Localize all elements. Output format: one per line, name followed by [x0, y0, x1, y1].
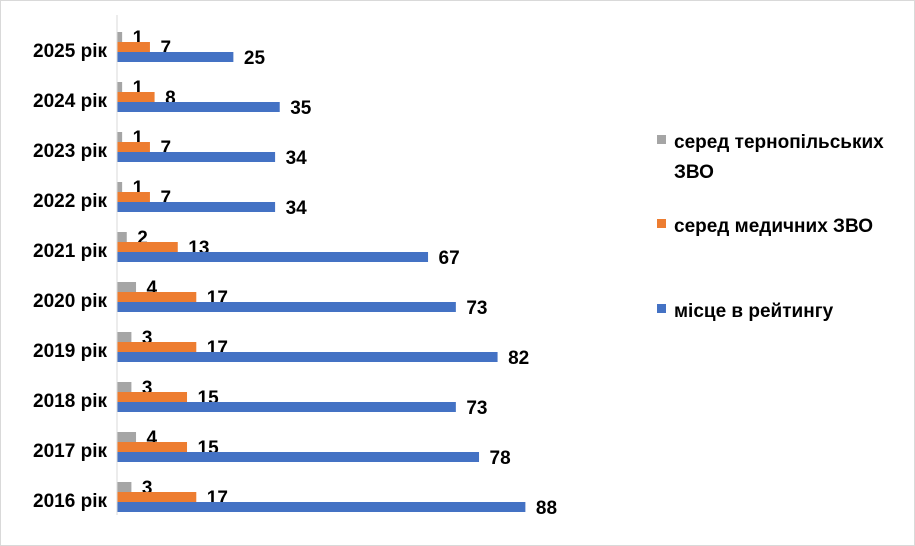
bar — [117, 32, 123, 42]
bar — [117, 102, 280, 112]
bar — [117, 202, 276, 212]
data-label: 78 — [490, 448, 511, 469]
bar — [117, 302, 456, 312]
data-label: 35 — [290, 98, 312, 119]
data-label: 7 — [160, 38, 171, 59]
bar — [117, 332, 132, 342]
category-label: 2016 рік — [33, 491, 107, 512]
data-label: 82 — [508, 348, 529, 369]
bar — [117, 342, 197, 352]
bar — [117, 452, 480, 462]
legend-swatch — [657, 135, 666, 144]
data-label: 3 — [142, 478, 153, 499]
data-label: 7 — [160, 138, 171, 159]
bar — [117, 502, 526, 512]
category-label: 2023 рік — [33, 141, 107, 162]
legend-swatch — [657, 219, 666, 228]
legend-entry-label: місце в рейтингу — [674, 301, 834, 322]
category-label: 2020 рік — [33, 291, 107, 312]
bar — [117, 282, 137, 292]
bar — [117, 492, 197, 502]
data-label: 1 — [133, 28, 144, 49]
bar — [117, 432, 137, 442]
data-label: 88 — [536, 498, 557, 519]
data-label: 25 — [244, 48, 266, 69]
data-label: 4 — [147, 278, 158, 299]
data-label: 1 — [133, 178, 144, 199]
data-label: 73 — [466, 398, 487, 419]
bar — [117, 182, 123, 192]
legend-entry-line: серед тернопільських — [674, 132, 884, 153]
data-label: 2 — [137, 228, 148, 249]
bar — [117, 192, 150, 202]
data-label: 3 — [142, 378, 153, 399]
category-label: 2018 рік — [33, 391, 107, 412]
bar — [117, 382, 132, 392]
category-label: 2017 рік — [33, 441, 107, 462]
legend-entry-label: серед тернопільських ЗВО — [674, 132, 884, 183]
data-label: 1 — [133, 128, 144, 149]
bar — [117, 92, 155, 102]
category-label: 2021 рік — [33, 241, 107, 262]
bar — [117, 152, 276, 162]
data-label: 7 — [160, 188, 171, 209]
category-label: 2019 рік — [33, 341, 107, 362]
bar — [117, 82, 123, 92]
legend-entry-line: місце в рейтингу — [674, 301, 834, 322]
data-label: 34 — [286, 198, 308, 219]
legend-entry-line: серед медичних ЗВО — [674, 216, 873, 237]
category-label: 2022 рік — [33, 191, 107, 212]
legend-swatch — [657, 304, 666, 313]
data-label: 4 — [147, 428, 158, 449]
legend-entry-line: ЗВО — [674, 162, 714, 183]
bar — [117, 442, 188, 452]
data-label: 73 — [466, 298, 487, 319]
bar — [117, 242, 178, 252]
data-label: 1 — [133, 78, 144, 99]
bar — [117, 42, 150, 52]
bar — [117, 402, 456, 412]
bar — [117, 132, 123, 142]
bar — [117, 482, 132, 492]
legend-entry-label: серед медичних ЗВО — [674, 216, 873, 237]
bar — [117, 232, 127, 242]
data-label: 3 — [142, 328, 153, 349]
bar — [117, 352, 498, 362]
category-label: 2025 рік — [33, 41, 107, 62]
bar — [117, 252, 429, 262]
data-label: 67 — [439, 248, 460, 269]
bar — [117, 392, 188, 402]
data-label: 34 — [286, 148, 308, 169]
bar — [117, 52, 234, 62]
bar — [117, 292, 197, 302]
bar — [117, 142, 150, 152]
category-label: 2024 рік — [33, 91, 107, 112]
data-label: 8 — [165, 88, 176, 109]
